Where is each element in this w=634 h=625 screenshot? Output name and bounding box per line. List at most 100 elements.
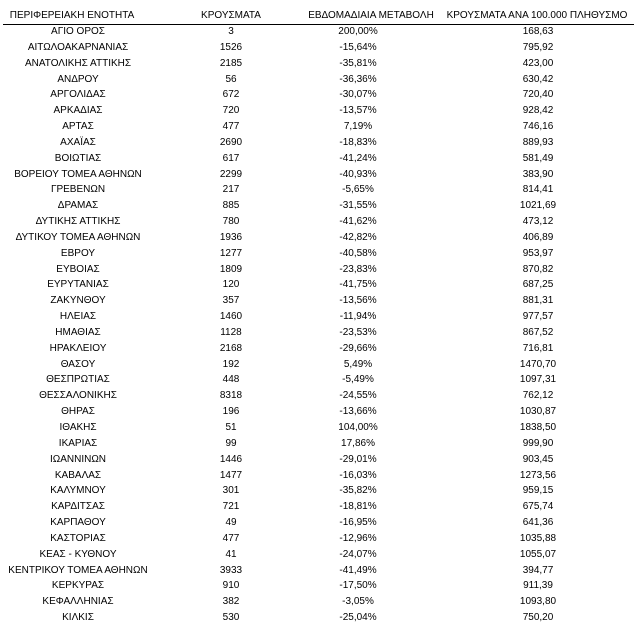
- region-cell: ΑΡΓΟΛΙΔΑΣ: [50, 89, 106, 101]
- cases-cell: 2168: [219, 342, 243, 354]
- region-cell: ΙΩΑΝΝΙΝΩΝ: [49, 453, 107, 465]
- region-cell: ΘΕΣΣΑΛΟΝΙΚΗΣ: [39, 390, 117, 402]
- cases-per-100k-cell: 716,81: [522, 342, 554, 354]
- cases-per-100k-cell: 911,39: [523, 580, 553, 592]
- weekly-change-cell: -35,81%: [339, 57, 377, 69]
- region-cell: ΗΜΑΘΙΑΣ: [55, 326, 101, 338]
- cases-per-100k-cell: 746,16: [522, 121, 554, 133]
- header-rule: [3, 24, 634, 25]
- cases-per-100k-cell: 641,36: [522, 517, 554, 529]
- cases-cell: 672: [222, 89, 240, 101]
- weekly-change-cell: -29,66%: [339, 342, 377, 354]
- weekly-change-cell: -35,82%: [339, 485, 377, 497]
- weekly-change-cell: -36,36%: [339, 73, 377, 85]
- weekly-change-cell: -5,49%: [342, 374, 374, 386]
- weekly-change-cell: -29,01%: [339, 453, 377, 465]
- cases-per-100k-cell: 999,90: [522, 437, 554, 449]
- cases-per-100k-cell: 1030,87: [519, 406, 557, 418]
- cases-per-100k-cell: 1273,56: [519, 469, 557, 481]
- region-cell: ΗΡΑΚΛΕΙΟΥ: [49, 342, 107, 354]
- cases-per-100k-cell: 1097,31: [519, 374, 557, 386]
- cases-cell: 8318: [219, 390, 243, 402]
- cases-cell: 2299: [219, 168, 243, 180]
- weekly-change-cell: -18,81%: [339, 501, 377, 513]
- weekly-change-cell: -13,57%: [339, 105, 377, 117]
- cases-cell: 530: [222, 612, 240, 624]
- region-cell: ΑΝΔΡΟΥ: [57, 73, 99, 85]
- cases-per-100k-cell: 928,42: [522, 105, 554, 117]
- region-cell: ΒΟΡΕΙΟΥ ΤΟΜΕΑ ΑΘΗΝΩΝ: [14, 168, 142, 180]
- region-cell: ΑΙΤΩΛΟΑΚΑΡΝΑΝΙΑΣ: [27, 41, 129, 53]
- region-cell: ΕΒΡΟΥ: [60, 247, 96, 259]
- region-cell: ΗΛΕΙΑΣ: [59, 311, 97, 323]
- cases-per-100k-cell: 720,40: [522, 89, 554, 101]
- cases-per-100k-cell: 762,12: [522, 390, 554, 402]
- cases-per-100k-cell: 881,31: [522, 295, 554, 307]
- region-cell: ΔΥΤΙΚΗΣ ΑΤΤΙΚΗΣ: [35, 216, 121, 228]
- region-cell: ΚΕΝΤΡΙΚΟΥ ΤΟΜΕΑ ΑΘΗΝΩΝ: [8, 564, 148, 576]
- region-cell: ΕΥΡΥΤΑΝΙΑΣ: [47, 279, 109, 291]
- region-cell: ΑΓΙΟ ΟΡΟΣ: [51, 26, 105, 37]
- weekly-change-cell: 17,86%: [341, 437, 375, 449]
- region-cell: ΔΡΑΜΑΣ: [57, 200, 99, 212]
- region-cell: ΑΧΑΪΑΣ: [60, 136, 96, 148]
- cases-per-100k-cell: 423,00: [522, 57, 554, 69]
- region-cell: ΚΑΡΔΙΤΣΑΣ: [51, 501, 105, 513]
- weekly-change-cell: -42,82%: [339, 231, 377, 243]
- cases-cell: 382: [222, 596, 240, 608]
- cases-per-100k-cell: 953,97: [522, 247, 554, 259]
- cases-per-100k-cell: 473,12: [522, 216, 554, 228]
- cases-cell: 448: [222, 374, 240, 386]
- header-weekly-change: ΕΒΔΟΜΑΔΙΑΙΑ ΜΕΤΑΒΟΛΗ: [308, 10, 434, 21]
- region-cell: ΕΥΒΟΙΑΣ: [56, 263, 100, 275]
- region-cell: ΒΟΙΩΤΙΑΣ: [54, 152, 102, 164]
- weekly-change-cell: -41,49%: [339, 564, 377, 576]
- cases-per-100k-cell: 870,82: [522, 263, 554, 275]
- cases-cell: 1526: [219, 41, 243, 53]
- cases-per-100k-cell: 977,57: [522, 311, 554, 323]
- cases-cell: 49: [225, 517, 237, 529]
- weekly-change-cell: -13,56%: [339, 295, 377, 307]
- cases-per-100k-cell: 630,42: [522, 73, 554, 85]
- cases-per-100k-cell: 675,74: [522, 501, 554, 513]
- cases-cell: 1809: [219, 263, 243, 275]
- region-cell: ΚΑΛΥΜΝΟΥ: [50, 485, 106, 497]
- cases-per-100k-cell: 168,63: [522, 26, 554, 37]
- weekly-change-cell: -17,50%: [339, 580, 377, 592]
- cases-cell: 1128: [220, 326, 242, 338]
- cases-per-100k-cell: 959,15: [522, 485, 554, 497]
- cases-per-100k-cell: 406,89: [522, 231, 554, 243]
- region-cell: ΚΕΡΚΥΡΑΣ: [51, 580, 105, 592]
- weekly-change-cell: 200,00%: [338, 26, 378, 37]
- cases-per-100k-cell: 814,41: [522, 184, 554, 196]
- weekly-change-cell: -41,75%: [339, 279, 377, 291]
- cases-per-100k-cell: 903,45: [522, 453, 554, 465]
- weekly-change-cell: -15,64%: [339, 41, 377, 53]
- cases-cell: 217: [222, 184, 240, 196]
- region-cell: ΙΚΑΡΙΑΣ: [58, 437, 98, 449]
- cases-per-100k-cell: 867,52: [522, 326, 554, 338]
- weekly-change-cell: -18,83%: [339, 136, 377, 148]
- cases-per-100k-cell: 750,20: [522, 612, 554, 624]
- weekly-change-cell: -23,83%: [339, 263, 377, 275]
- weekly-change-cell: -31,55%: [339, 200, 377, 212]
- weekly-change-cell: 5,49%: [343, 358, 373, 370]
- region-cell: ΚΕΑΣ - ΚΥΘΝΟΥ: [39, 548, 117, 560]
- region-cell: ΚΑΒΑΛΑΣ: [54, 469, 102, 481]
- header-region: ΠΕΡΙΦΕΡΕΙΑΚΗ ΕΝΟΤΗΤΑ: [9, 10, 135, 21]
- region-cell: ΘΗΡΑΣ: [61, 406, 95, 418]
- weekly-change-cell: -12,96%: [339, 532, 377, 544]
- cases-cell: 196: [222, 406, 240, 418]
- cases-cell: 3933: [219, 564, 243, 576]
- cases-cell: 720: [222, 105, 240, 117]
- cases-cell: 56: [225, 73, 237, 85]
- weekly-change-cell: -40,58%: [339, 247, 377, 259]
- cases-per-100k-cell: 1838,50: [519, 422, 557, 433]
- cases-per-100k-cell: 1093,80: [519, 596, 557, 608]
- weekly-change-cell: -5,65%: [342, 184, 374, 196]
- cases-cell: 2185: [219, 57, 243, 69]
- cases-cell: 51: [225, 422, 237, 433]
- weekly-change-cell: -13,66%: [339, 406, 377, 418]
- region-cell: ΚΑΣΤΟΡΙΑΣ: [50, 532, 106, 544]
